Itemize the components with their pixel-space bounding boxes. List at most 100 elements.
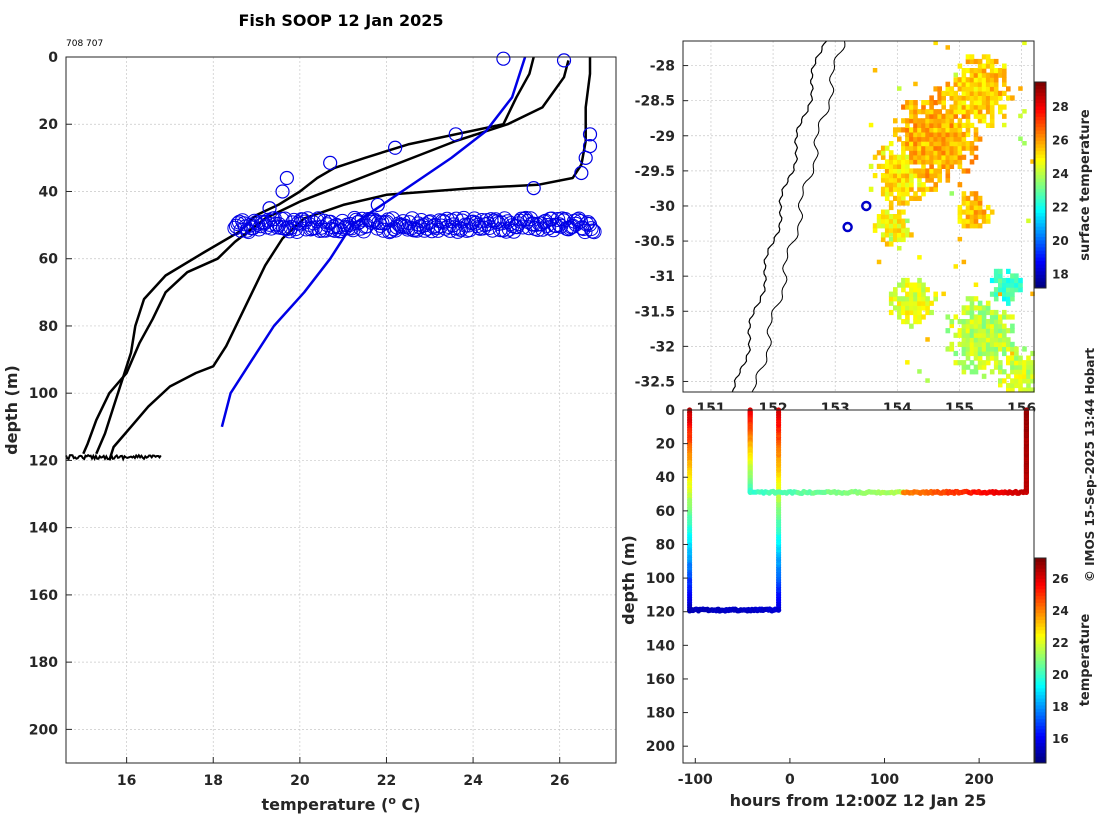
profile-xtick-label: 20 [290,773,310,789]
sst-pixel [872,223,878,229]
sst-pixel [965,332,971,338]
sst-pixel [977,63,983,69]
timeseries-segment [687,606,782,614]
sst-pixel [949,113,954,119]
sst-pixel [901,177,906,183]
sst-pixel [977,364,983,370]
temperature-colorbar-segment [1035,612,1046,617]
sst-pixel [981,341,987,347]
sst-colorbar-segment [1035,95,1046,100]
sst-pixel [876,223,882,229]
sst-pixel [901,118,906,124]
sst-pixel [957,218,963,224]
sst-pixel [1002,277,1007,284]
sst-colorbar-segment [1035,250,1046,255]
sst-colorbar-segment [1035,174,1046,179]
sst-pixel [893,227,898,233]
sst-pixel [888,227,894,233]
sst-pixel [1014,360,1019,366]
map-ytick-label: -29 [650,129,675,145]
sst-pixel [1006,300,1011,306]
sst-pixel [985,54,991,60]
sst-pixel [1002,337,1007,343]
sst-colorbar-segment [1035,112,1046,117]
sst-pixel [977,68,983,74]
sst-colorbar-segment [1035,260,1046,265]
sst-pixel [913,136,918,142]
sst-pixel [965,109,971,115]
sst-pixel [1022,141,1027,146]
sst-pixel [969,86,975,92]
sst-pixel [977,72,983,78]
sst-pixel [872,173,878,179]
sst-pixel [933,100,938,106]
profile-plot-area [66,57,616,763]
sst-pixel [905,300,910,306]
timeseries-xtick-label: 200 [965,772,994,788]
sst-pixel [1018,287,1023,293]
sst-pixel [961,104,967,110]
sst-pixel [897,214,902,220]
timeseries-xtick-label: 0 [785,772,795,788]
temperature-colorbar-tick: 16 [1052,732,1069,746]
sst-pixel [993,291,999,297]
sst-pixel [884,177,890,183]
sst-pixel [913,154,918,160]
sst-pixel [1030,373,1035,379]
sst-pixel [969,209,975,215]
sst-pixel [1026,364,1031,370]
sst-pixel [897,195,902,201]
sst-pixel [1002,378,1007,384]
sst-pixel [897,127,902,133]
sst-colorbar-segment [1035,116,1046,121]
sst-pixel [989,291,995,297]
sst-pixel [961,86,967,92]
sst-pixel [949,163,955,169]
sst-pixel [929,127,934,133]
temperature-colorbar-segment [1035,588,1046,593]
sst-pixel [880,223,886,229]
sst-pixel [981,346,987,352]
sst-pixel [937,127,942,133]
timeseries-frame [682,409,1035,764]
sst-pixel [969,95,975,101]
sst-pixel [897,300,902,306]
sst-pixel [985,346,991,352]
sst-pixel [893,287,898,293]
map-ytick-label: -32 [650,339,675,355]
sst-pixel [880,173,886,179]
temperature-colorbar-segment [1035,725,1046,730]
sst-pixel [913,291,918,297]
sst-pixel [905,309,910,316]
sst-pixel [888,154,894,160]
sst-pixel [901,227,906,233]
sst-pixel [965,341,971,347]
sst-colorbar-label: surface temperature [1078,109,1093,261]
sst-pixel [905,305,910,311]
sst-pixel [969,191,975,197]
sst-pixel [880,191,886,197]
sst-pixel [998,268,1003,274]
sst-pixel [929,141,934,147]
sst-pixel [1014,273,1019,279]
sst-pixel [941,136,946,142]
sst-pixel [985,214,991,220]
temperature-colorbar-segment [1035,663,1046,668]
profile-circle-marker [496,51,511,66]
sst-colorbar-segment [1035,284,1046,289]
sst-pixel [981,90,987,96]
sst-pixel [1002,291,1007,297]
sst-pixel [1018,364,1023,370]
sst-pixel [961,319,967,325]
sst-pixel [949,191,954,196]
temperature-colorbar-segment [1035,681,1046,685]
sst-pixel [925,131,930,138]
sst-pixel [969,369,975,375]
sst-pixel [925,177,930,183]
sst-pixel [933,150,938,156]
sst-pixel [893,127,898,133]
sst-pixel [941,141,946,147]
sst-pixel [957,122,963,128]
sst-pixel [985,355,991,361]
sst-colorbar-segment [1035,106,1046,110]
